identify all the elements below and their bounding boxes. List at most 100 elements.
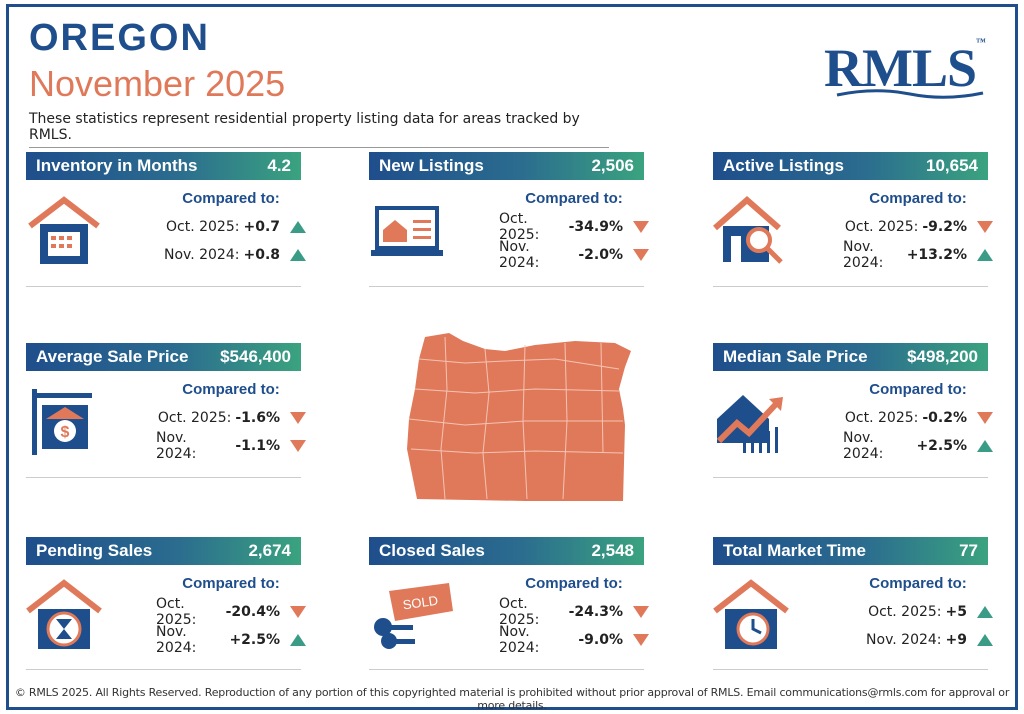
compared-label: Compared to: [869,381,967,398]
card-divider [26,286,301,287]
logo-text: RMLS [823,38,977,98]
comparison-period: Oct. 2025: [868,604,942,620]
trend-up-icon [977,440,993,452]
metric-title: Active Listings [723,156,844,175]
comparison-change: -9.2% [922,219,967,235]
comparison-block: Compared to: Oct. 2025: -34.9% Nov. 2024… [499,190,649,271]
comparison-change: -0.2% [922,410,967,426]
trend-down-icon [633,249,649,261]
metric-value: $546,400 [220,347,291,366]
metric-title: Median Sale Price [723,347,868,366]
oregon-state-shape [407,333,631,501]
comparison-change: -2.0% [578,247,623,263]
metric-value: 2,506 [591,156,634,175]
comparison-block: Compared to: Oct. 2025: -20.4% Nov. 2024… [156,575,306,656]
comparison-row: Nov. 2024: +13.2% [843,239,993,271]
svg-text:SOLD: SOLD [402,593,439,613]
comparison-row: Nov. 2024: -1.1% [156,430,306,462]
metric-card: Closed Sales 2,548 SOLD Compared to: Oct… [369,537,649,670]
trend-up-icon [290,221,306,233]
trend-down-icon [977,412,993,424]
card-divider [713,286,988,287]
metric-header: Total Market Time 77 [713,537,988,565]
comparison-row: Oct. 2025: -0.2% [843,404,993,432]
comparison-change: -24.3% [568,604,623,620]
metric-card: Average Sale Price $546,400 $ Compared t… [26,343,306,478]
trend-down-icon [633,221,649,233]
house-clock-icon [713,577,789,653]
comparison-row: Nov. 2024: +9 [843,626,993,654]
trend-up-icon [977,606,993,618]
trend-up-icon [977,634,993,646]
metric-card: Inventory in Months 4.2 Compared to: Oct… [26,152,306,287]
comparison-change: -1.6% [235,410,280,426]
metric-value: $498,200 [907,347,978,366]
svg-text:$: $ [61,424,70,441]
metric-header: New Listings 2,506 [369,152,644,180]
footer-copyright: © RMLS 2025. All Rights Reserved. Reprod… [14,686,1010,712]
metric-value: 2,674 [248,541,291,560]
comparison-change: -34.9% [568,219,623,235]
comparison-block: Compared to: Oct. 2025: -24.3% Nov. 2024… [499,575,649,656]
metric-header: Closed Sales 2,548 [369,537,644,565]
comparison-change: +2.5% [229,632,280,648]
comparison-row: Oct. 2025: -34.9% [499,211,649,243]
compared-label: Compared to: [182,575,280,592]
house-calendar-icon [26,192,102,268]
card-divider [713,477,988,478]
compared-label: Compared to: [525,575,623,592]
metric-card: Active Listings 10,654 Compared to: Oct.… [713,152,993,287]
compared-label: Compared to: [525,190,623,207]
comparison-row: Nov. 2024: +0.8 [156,241,306,269]
trend-down-icon [290,440,306,452]
compared-label: Compared to: [869,575,967,592]
comparison-change: +0.8 [243,247,280,263]
metric-card: Median Sale Price $498,200 Compared to: … [713,343,993,478]
comparison-period: Oct. 2025: [156,596,197,628]
comparison-period: Nov. 2024: [499,624,540,656]
comparison-change: +5 [945,604,967,620]
comparison-period: Oct. 2025: [499,211,540,243]
house-chart-icon [713,383,789,459]
comparison-row: Nov. 2024: +2.5% [843,430,993,462]
trend-down-icon [290,412,306,424]
comparison-row: Nov. 2024: -2.0% [499,239,649,271]
house-sign-dollar-icon: $ [26,383,102,459]
sold-keys-icon: SOLD [369,577,453,653]
metric-value: 77 [959,541,978,560]
metric-title: Pending Sales [36,541,153,560]
comparison-row: Oct. 2025: -20.4% [156,596,306,628]
oregon-map [407,333,631,501]
comparison-period: Nov. 2024: [843,239,884,271]
metric-header: Active Listings 10,654 [713,152,988,180]
comparison-block: Compared to: Oct. 2025: -1.6% Nov. 2024:… [156,381,306,462]
comparison-period: Nov. 2024: [499,239,540,271]
compared-label: Compared to: [182,381,280,398]
metric-card: Total Market Time 77 Compared to: Oct. 2… [713,537,993,670]
comparison-period: Nov. 2024: [866,632,942,648]
metric-title: New Listings [379,156,484,175]
metric-title: Inventory in Months [36,156,198,175]
metric-title: Total Market Time [723,541,866,560]
card-divider [369,669,644,670]
comparison-row: Oct. 2025: +0.7 [156,213,306,241]
comparison-change: +9 [945,632,967,648]
comparison-period: Oct. 2025: [499,596,540,628]
comparison-block: Compared to: Oct. 2025: +0.7 Nov. 2024: … [156,190,306,269]
comparison-row: Nov. 2024: +2.5% [156,624,306,656]
comparison-period: Nov. 2024: [156,624,197,656]
comparison-block: Compared to: Oct. 2025: +5 Nov. 2024: +9 [843,575,993,654]
house-magnifier-icon [713,192,789,268]
metric-header: Median Sale Price $498,200 [713,343,988,371]
compared-label: Compared to: [182,190,280,207]
comparison-row: Oct. 2025: -24.3% [499,596,649,628]
comparison-block: Compared to: Oct. 2025: -9.2% Nov. 2024:… [843,190,993,271]
trend-up-icon [977,249,993,261]
metric-value: 4.2 [267,156,291,175]
comparison-block: Compared to: Oct. 2025: -0.2% Nov. 2024:… [843,381,993,462]
comparison-period: Oct. 2025: [844,219,919,235]
metric-value: 2,548 [591,541,634,560]
comparison-row: Oct. 2025: -9.2% [843,213,993,241]
trend-down-icon [633,606,649,618]
metric-header: Inventory in Months 4.2 [26,152,301,180]
